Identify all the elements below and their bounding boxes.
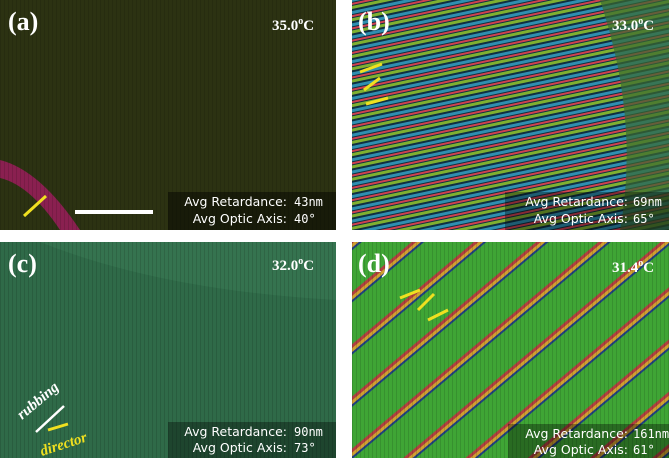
panel-label: (b): [358, 7, 390, 36]
retardance: 90nm: [294, 425, 323, 439]
domain: [600, 0, 669, 230]
texture: [0, 0, 336, 230]
retardance: 69nm: [633, 195, 662, 209]
temperature: 33.0oC: [612, 16, 654, 34]
degree: o: [638, 16, 643, 27]
temperature: 35.0oC: [272, 16, 314, 34]
unit: C: [303, 258, 314, 274]
axis: 61°: [633, 443, 655, 457]
texture: [352, 242, 669, 458]
arrow: [22, 194, 48, 218]
panel-c: rubbing director (c) 32.0oC Avg Retardan…: [0, 242, 336, 458]
unit: C: [643, 18, 654, 34]
axis-label: Avg Optic Axis:: [534, 442, 628, 457]
temp-value: 33.0: [612, 18, 638, 34]
retardance-label: Avg Retardance:: [525, 426, 628, 441]
info-box: [168, 192, 336, 230]
degree: o: [298, 16, 303, 27]
axis-label: Avg Optic Axis:: [193, 211, 287, 226]
axis-label: Avg Optic Axis:: [534, 211, 628, 226]
texture: [0, 242, 336, 458]
marker: [427, 308, 449, 322]
panel-label: (c): [8, 249, 37, 278]
retardance-label: Avg Retardance:: [525, 194, 628, 209]
axis: 73°: [294, 441, 316, 455]
temp-value: 35.0: [272, 18, 298, 34]
axis: 65°: [633, 212, 655, 226]
marker: [365, 96, 389, 106]
unit: C: [303, 18, 314, 34]
marker: [359, 62, 383, 74]
info-box: [508, 424, 669, 458]
retardance-label: Avg Retardance:: [184, 194, 287, 209]
panel-b: (b) 33.0oC Avg Retardance: 69nm Avg Opti…: [352, 0, 669, 230]
panel-a: (a) 35.0oC Avg Retardance: 43nm Avg Opti…: [0, 0, 336, 230]
retardance-label: Avg Retardance:: [184, 424, 287, 439]
retardance: 43nm: [294, 195, 323, 209]
panel-d: (d) 31.4oC Avg Retardance: 161nm Avg Opt…: [352, 242, 669, 458]
axis: 40°: [294, 212, 316, 226]
arrow: [35, 405, 65, 433]
degree: o: [638, 258, 643, 269]
temp-value: 32.0: [272, 258, 298, 274]
marker: [399, 288, 421, 300]
marker: [416, 292, 436, 312]
info-box: [168, 422, 336, 458]
degree: o: [298, 256, 303, 267]
marker: [363, 76, 381, 92]
director-bar: [47, 422, 69, 432]
panel-label: (d): [358, 249, 390, 278]
axis-label: Avg Optic Axis:: [193, 440, 287, 455]
temperature: 31.4oC: [612, 258, 654, 276]
retardance: 161nm: [633, 427, 669, 441]
info-box: [505, 192, 669, 230]
panel-label: (a): [8, 7, 38, 36]
temperature: 32.0oC: [272, 256, 314, 274]
unit: C: [643, 260, 654, 276]
temp-value: 31.4: [612, 260, 639, 276]
